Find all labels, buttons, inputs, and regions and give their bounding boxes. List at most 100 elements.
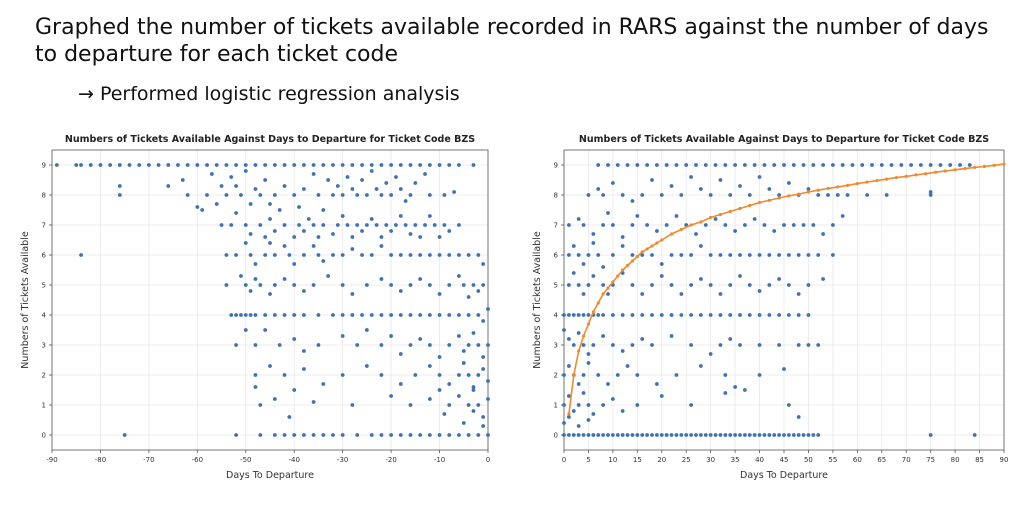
data-point — [786, 181, 791, 185]
data-point — [674, 433, 679, 437]
fit-point — [645, 247, 649, 251]
data-point — [640, 433, 645, 437]
data-point — [909, 163, 914, 167]
data-point — [674, 373, 679, 377]
data-point — [738, 313, 742, 317]
data-point — [461, 361, 466, 365]
data-point — [229, 223, 234, 227]
data-point — [640, 193, 645, 197]
data-point — [292, 433, 297, 437]
data-point — [679, 313, 684, 317]
x-tick-label: -70 — [143, 456, 154, 464]
fit-point — [601, 292, 605, 296]
data-point — [316, 193, 321, 197]
data-point — [423, 172, 427, 176]
data-point — [566, 415, 571, 419]
data-point — [791, 223, 796, 227]
data-point — [562, 421, 566, 425]
data-point — [835, 193, 840, 197]
data-point — [689, 313, 694, 317]
fit-point — [581, 334, 586, 338]
data-point — [263, 313, 268, 317]
data-point — [476, 403, 481, 407]
data-point — [562, 373, 566, 377]
data-point — [379, 163, 384, 167]
data-point — [801, 433, 806, 437]
data-point — [576, 253, 581, 257]
data-point — [340, 193, 345, 197]
data-point — [777, 313, 782, 317]
data-point — [302, 433, 306, 437]
data-point — [442, 223, 447, 227]
data-point — [669, 313, 674, 317]
data-point — [786, 313, 791, 317]
data-point — [826, 193, 830, 197]
data-point — [403, 199, 408, 203]
fit-point — [767, 198, 771, 202]
data-point — [243, 241, 248, 245]
data-point — [772, 433, 777, 437]
data-point — [263, 163, 268, 167]
data-point — [200, 208, 205, 212]
data-point — [738, 343, 742, 347]
fit-point — [845, 183, 850, 187]
data-point — [630, 343, 635, 347]
data-point — [928, 193, 933, 197]
x-axis-label: Days To Departure — [226, 470, 314, 481]
data-point — [248, 232, 253, 236]
data-point — [481, 262, 486, 266]
fit-point — [655, 241, 659, 245]
data-point — [486, 307, 490, 311]
data-point — [713, 433, 718, 437]
data-point — [786, 403, 791, 407]
data-point — [466, 253, 471, 257]
x-tick-label: 30 — [706, 456, 715, 464]
fit-point — [826, 186, 830, 190]
data-point — [277, 343, 282, 347]
data-point — [586, 433, 591, 437]
data-point — [664, 433, 669, 437]
data-point — [928, 433, 933, 437]
fit-point — [635, 254, 639, 259]
data-point — [708, 253, 713, 257]
data-point — [437, 313, 442, 317]
data-point — [650, 343, 654, 347]
data-point — [581, 343, 586, 347]
data-point — [757, 175, 762, 179]
data-point — [591, 274, 596, 278]
data-point — [659, 262, 664, 266]
data-point — [234, 433, 238, 437]
fit-point — [787, 194, 791, 198]
fit-point — [630, 259, 635, 263]
data-point — [364, 364, 369, 368]
data-point — [767, 433, 772, 437]
data-point — [620, 433, 625, 437]
data-point — [326, 274, 331, 278]
data-point — [234, 211, 238, 215]
data-point — [302, 187, 306, 191]
data-point — [581, 223, 586, 227]
data-point — [364, 328, 369, 332]
data-point — [796, 292, 801, 296]
data-point — [659, 433, 664, 437]
data-point — [418, 433, 423, 437]
data-point — [723, 433, 728, 437]
data-point — [723, 223, 728, 227]
data-point — [718, 433, 723, 437]
data-point — [447, 433, 452, 437]
y-tick-label: 7 — [42, 222, 46, 230]
plot-frame — [51, 149, 489, 451]
data-point — [442, 193, 447, 197]
data-point — [606, 382, 610, 386]
data-point — [796, 343, 801, 347]
data-point — [258, 283, 263, 287]
data-point — [777, 433, 782, 437]
data-point — [253, 187, 258, 191]
data-point — [476, 373, 481, 377]
data-point — [689, 403, 694, 407]
data-point — [263, 178, 268, 182]
fit-point — [933, 170, 938, 174]
data-point — [806, 283, 811, 287]
data-point — [117, 193, 122, 197]
data-point — [311, 223, 316, 227]
